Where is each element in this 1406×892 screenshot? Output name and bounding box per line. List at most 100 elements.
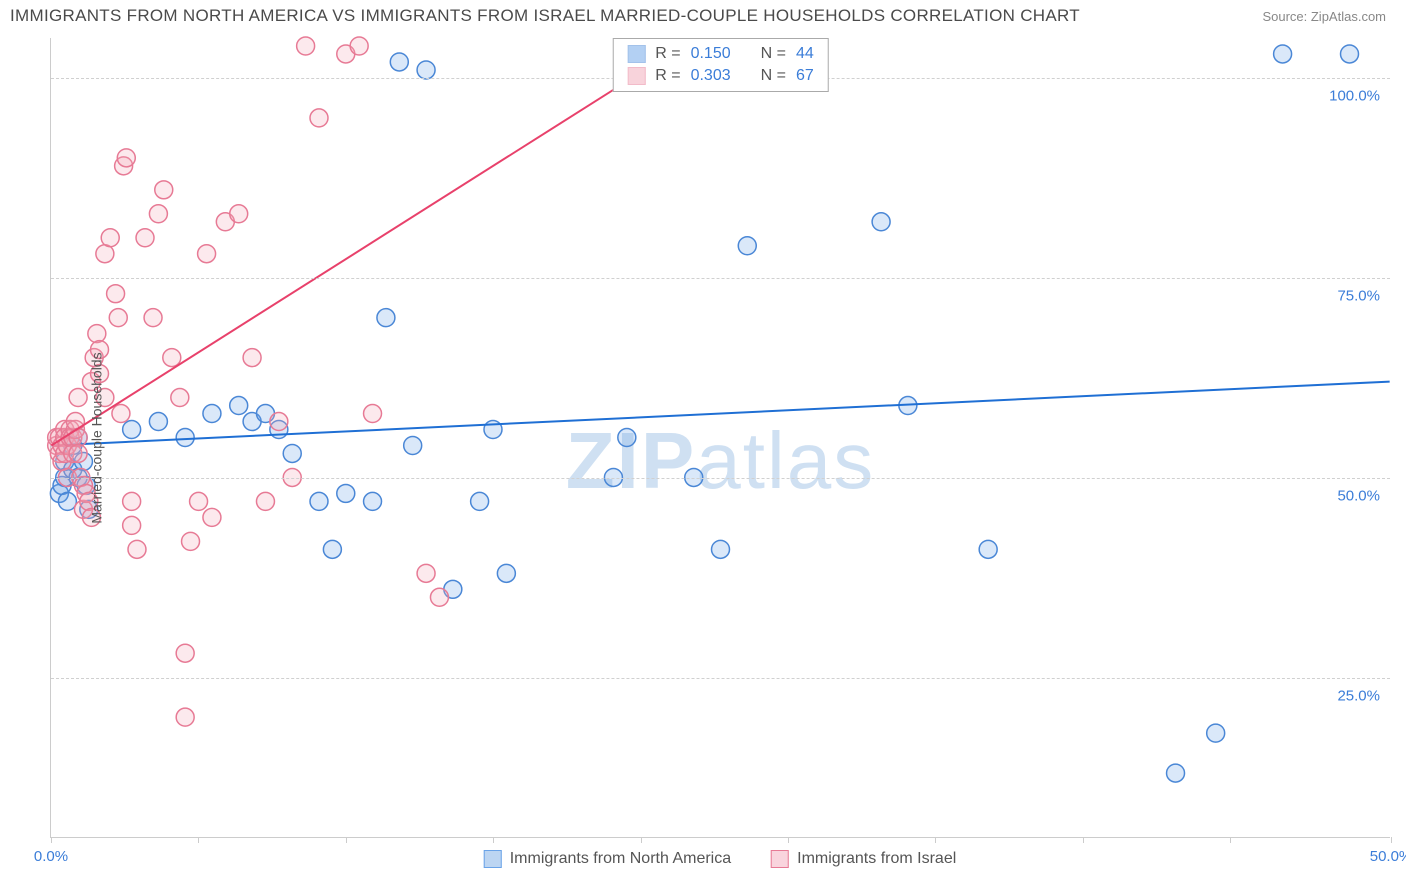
data-point xyxy=(203,508,221,526)
x-tick xyxy=(198,837,199,843)
trend-line xyxy=(51,73,640,446)
data-point xyxy=(430,588,448,606)
data-point xyxy=(230,397,248,415)
gridline xyxy=(51,278,1390,279)
data-point xyxy=(1274,45,1292,63)
data-point xyxy=(58,492,76,510)
data-point xyxy=(171,389,189,407)
data-point xyxy=(404,437,422,455)
gridline xyxy=(51,678,1390,679)
data-point xyxy=(163,349,181,367)
stat-n-value: 44 xyxy=(796,45,814,63)
x-tick xyxy=(51,837,52,843)
data-point xyxy=(310,492,328,510)
data-point xyxy=(350,37,368,55)
legend-swatch xyxy=(627,67,645,85)
x-tick xyxy=(1230,837,1231,843)
data-point xyxy=(136,229,154,247)
legend-label: Immigrants from Israel xyxy=(797,850,956,868)
data-point xyxy=(149,205,167,223)
x-tick xyxy=(1391,837,1392,843)
chart-container: ZIPatlas Married-couple Households 25.0%… xyxy=(50,38,1390,838)
legend-swatch xyxy=(484,850,502,868)
x-tick-label: 50.0% xyxy=(1370,848,1406,865)
legend-swatch xyxy=(771,850,789,868)
data-point xyxy=(1167,764,1185,782)
data-point xyxy=(176,708,194,726)
data-point xyxy=(364,492,382,510)
data-point xyxy=(283,444,301,462)
x-tick xyxy=(935,837,936,843)
data-point xyxy=(123,516,141,534)
y-tick-label: 50.0% xyxy=(1337,488,1380,505)
data-point xyxy=(203,405,221,423)
x-tick xyxy=(788,837,789,843)
data-point xyxy=(155,181,173,199)
data-point xyxy=(618,429,636,447)
legend-item: Immigrants from North America xyxy=(484,850,731,868)
y-tick-label: 75.0% xyxy=(1337,288,1380,305)
data-point xyxy=(123,492,141,510)
data-point xyxy=(1207,724,1225,742)
data-point xyxy=(112,405,130,423)
stat-r-label: R = xyxy=(655,45,680,63)
y-tick-label: 100.0% xyxy=(1329,88,1380,105)
x-tick xyxy=(493,837,494,843)
x-tick-label: 0.0% xyxy=(34,848,68,865)
legend-label: Immigrants from North America xyxy=(510,850,731,868)
stat-r-label: R = xyxy=(655,67,680,85)
x-tick xyxy=(1083,837,1084,843)
data-point xyxy=(390,53,408,71)
gridline xyxy=(51,478,1390,479)
data-point xyxy=(176,644,194,662)
data-point xyxy=(377,309,395,327)
data-point xyxy=(323,540,341,558)
data-point xyxy=(337,484,355,502)
data-point xyxy=(107,285,125,303)
data-point xyxy=(128,540,146,558)
data-point xyxy=(364,405,382,423)
data-point xyxy=(872,213,890,231)
data-point xyxy=(190,492,208,510)
data-point xyxy=(310,109,328,127)
data-point xyxy=(176,429,194,447)
data-point xyxy=(198,245,216,263)
plot-area: ZIPatlas Married-couple Households 25.0%… xyxy=(50,38,1390,838)
data-point xyxy=(117,149,135,167)
data-point xyxy=(417,61,435,79)
stat-n-value: 67 xyxy=(796,67,814,85)
x-tick xyxy=(641,837,642,843)
data-point xyxy=(69,444,87,462)
data-point xyxy=(297,37,315,55)
stat-r-value: 0.303 xyxy=(691,67,731,85)
data-point xyxy=(471,492,489,510)
data-point xyxy=(979,540,997,558)
data-point xyxy=(88,325,106,343)
data-point xyxy=(123,421,141,439)
data-point xyxy=(230,205,248,223)
y-tick-label: 25.0% xyxy=(1337,688,1380,705)
data-point xyxy=(738,237,756,255)
stats-row: R = 0.150 N = 44 xyxy=(627,43,814,65)
data-point xyxy=(497,564,515,582)
data-point xyxy=(1341,45,1359,63)
y-axis-label: Married-couple Households xyxy=(89,352,105,523)
data-point xyxy=(712,540,730,558)
stat-n-label: N = xyxy=(761,67,786,85)
legend-item: Immigrants from Israel xyxy=(771,850,956,868)
data-point xyxy=(417,564,435,582)
data-point xyxy=(109,309,127,327)
data-point xyxy=(256,492,274,510)
data-point xyxy=(101,229,119,247)
data-point xyxy=(66,413,84,431)
stat-r-value: 0.150 xyxy=(691,45,731,63)
chart-title: IMMIGRANTS FROM NORTH AMERICA VS IMMIGRA… xyxy=(10,6,1080,26)
legend-swatch xyxy=(627,45,645,63)
data-point xyxy=(69,389,87,407)
stats-legend: R = 0.150 N = 44 R = 0.303 N = 67 xyxy=(612,38,829,92)
stat-n-label: N = xyxy=(761,45,786,63)
bottom-legend: Immigrants from North America Immigrants… xyxy=(484,850,957,868)
x-tick xyxy=(346,837,347,843)
data-point xyxy=(182,532,200,550)
source-label: Source: ZipAtlas.com xyxy=(1262,9,1386,24)
